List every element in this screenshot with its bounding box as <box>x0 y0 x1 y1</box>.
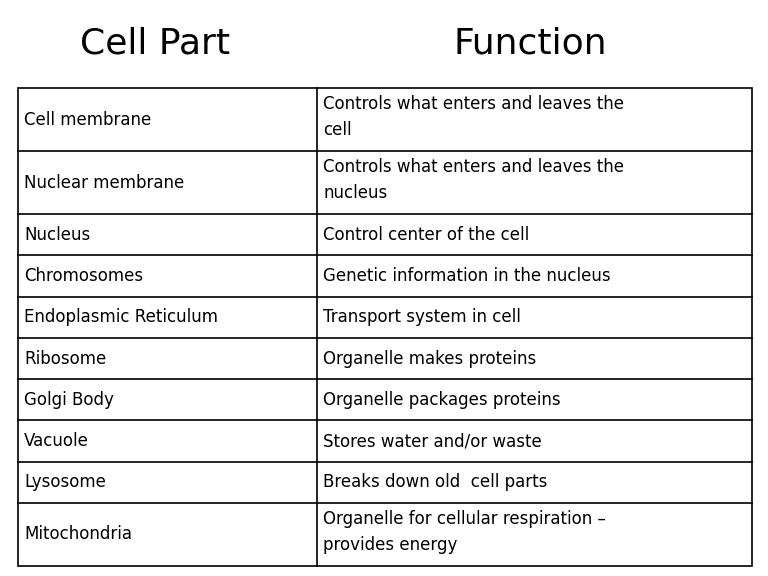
Text: Nucleus: Nucleus <box>24 226 91 244</box>
Text: Function: Function <box>453 27 607 61</box>
Text: Chromosomes: Chromosomes <box>24 267 143 285</box>
Text: Organelle makes proteins: Organelle makes proteins <box>323 350 537 367</box>
Text: Genetic information in the nucleus: Genetic information in the nucleus <box>323 267 611 285</box>
Text: Control center of the cell: Control center of the cell <box>323 226 530 244</box>
Text: Organelle for cellular respiration –
provides energy: Organelle for cellular respiration – pro… <box>323 510 607 554</box>
Text: Cell membrane: Cell membrane <box>24 111 151 128</box>
Text: Nuclear membrane: Nuclear membrane <box>24 173 184 191</box>
Text: Organelle packages proteins: Organelle packages proteins <box>323 391 561 409</box>
Text: Golgi Body: Golgi Body <box>24 391 114 409</box>
Text: Transport system in cell: Transport system in cell <box>323 308 521 326</box>
Text: Stores water and/or waste: Stores water and/or waste <box>323 432 542 450</box>
Text: Endoplasmic Reticulum: Endoplasmic Reticulum <box>24 308 218 326</box>
Text: Vacuole: Vacuole <box>24 432 89 450</box>
Text: Controls what enters and leaves the
cell: Controls what enters and leaves the cell <box>323 95 624 139</box>
Text: Cell Part: Cell Part <box>80 27 230 61</box>
Text: Controls what enters and leaves the
nucleus: Controls what enters and leaves the nucl… <box>323 158 624 202</box>
Text: Breaks down old  cell parts: Breaks down old cell parts <box>323 473 548 491</box>
Text: Mitochondria: Mitochondria <box>24 525 132 544</box>
Text: Lysosome: Lysosome <box>24 473 106 491</box>
Bar <box>18 88 752 566</box>
Text: Ribosome: Ribosome <box>24 350 106 367</box>
